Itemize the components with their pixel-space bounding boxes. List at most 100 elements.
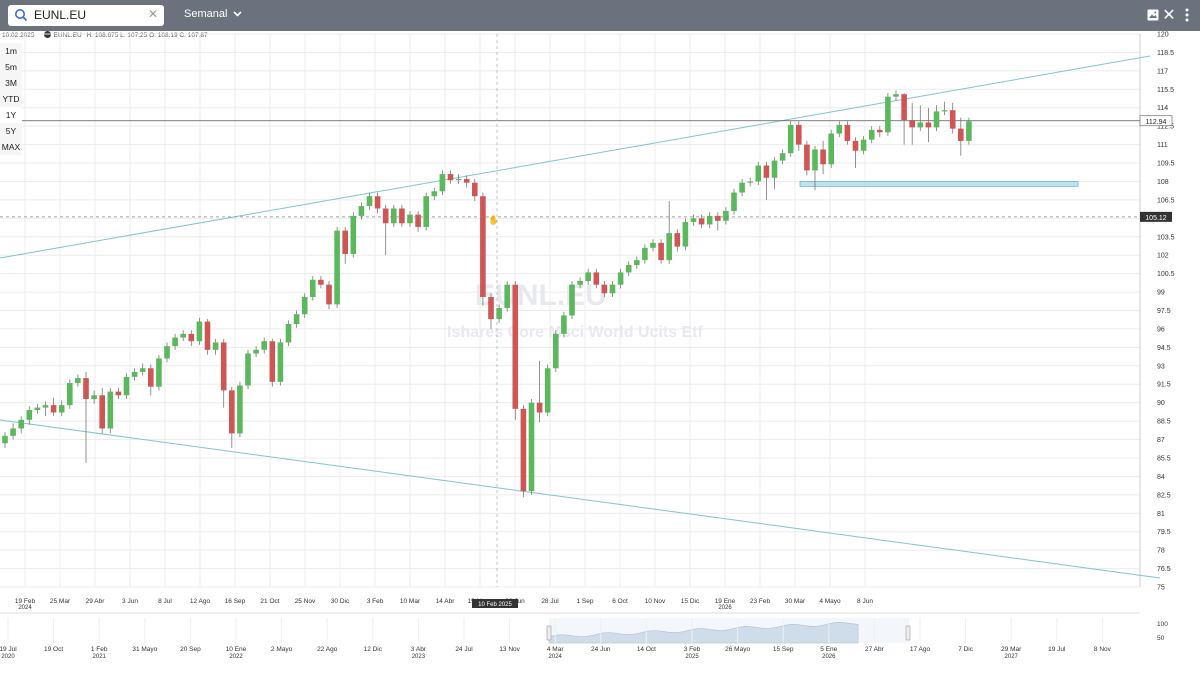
candle-up (245, 353, 251, 386)
range-1m[interactable]: 1m (0, 43, 22, 59)
image-icon[interactable] (1145, 7, 1161, 23)
candle-down (763, 165, 770, 178)
range-5m[interactable]: 5m (0, 59, 22, 75)
x-tick-label: 29 Abr (86, 598, 106, 605)
nav-x-tick-label: 13 Nov (499, 646, 520, 653)
x-tick-label: 25 Nov (295, 598, 316, 605)
candle-down (820, 149, 826, 165)
candle-up (366, 196, 373, 207)
more-icon[interactable] (1179, 7, 1195, 23)
clear-icon[interactable]: ✕ (147, 7, 158, 21)
candle-down (83, 378, 89, 399)
range-1Y[interactable]: 1Y (0, 107, 22, 123)
candle-down (958, 128, 964, 141)
candle-down (220, 342, 227, 391)
candle-up (885, 96, 891, 133)
range-MAX[interactable]: MAX (0, 139, 22, 155)
candle-down (852, 140, 859, 151)
x-tick-label: 6 Oct (612, 598, 628, 605)
nav-x-tick-year: 2026 (822, 654, 836, 660)
chevron-down-icon (233, 11, 242, 17)
candle-down (50, 405, 57, 413)
candle-up (261, 341, 267, 350)
candle-up (139, 368, 146, 372)
x-tick-year: 2024 (18, 605, 32, 611)
y-tick-label: 102 (1157, 253, 1169, 260)
close-icon[interactable]: ✕ (1162, 7, 1176, 24)
y-tick-label: 88.5 (1157, 419, 1171, 426)
candle-up (172, 337, 178, 347)
candle-up (212, 342, 219, 350)
range-YTD[interactable]: YTD (0, 91, 22, 107)
lower-trendline (0, 419, 1161, 579)
candle-down (804, 144, 810, 171)
x-tick-label: 21 Oct (260, 598, 279, 605)
candle-up (553, 333, 559, 369)
nav-x-tick-label: 19 Jul (1048, 646, 1066, 653)
candle-up (933, 111, 940, 128)
candle-up (650, 242, 656, 248)
candle-down (901, 94, 907, 121)
y-tick-label: 106.5 (1157, 197, 1175, 204)
nav-x-tick-year: 2027 (1005, 654, 1019, 660)
candle-up (334, 230, 340, 305)
range-3M[interactable]: 3M (0, 75, 22, 91)
x-tick-label: 30 Dic (331, 598, 350, 605)
candle-down (342, 230, 348, 254)
candle-up (67, 383, 73, 406)
candle-up (739, 182, 745, 193)
candle-up (812, 149, 818, 171)
nav-x-tick-label: 1 Feb (91, 646, 108, 653)
watermark-symbol: EUNL.EU (475, 279, 607, 312)
range-5Y[interactable]: 5Y (0, 123, 22, 139)
y-tick-label: 96 (1157, 326, 1165, 333)
candle-up (828, 133, 834, 165)
x-tick-label: 3 Feb (367, 598, 384, 605)
candle-up (455, 179, 462, 181)
y-tick-label: 87 (1157, 437, 1165, 444)
candle-down (382, 208, 389, 224)
y-tick-label: 109.5 (1157, 161, 1175, 168)
candle-up (569, 284, 575, 316)
candle-down (512, 284, 519, 409)
x-tick-label: 12 Ago (190, 598, 211, 605)
hand-cursor-icon: ✋ (488, 214, 499, 225)
candle-up (18, 419, 24, 429)
info-values: H: 108.675 L: 107.25 O: 108.19 C: 107.87 (86, 32, 208, 39)
candle-down (115, 391, 122, 396)
candle-up (2, 435, 8, 444)
nav-x-tick-year: 2024 (549, 654, 563, 660)
y-tick-label: 117 (1157, 68, 1168, 75)
y-tick-label: 90 (1157, 400, 1165, 407)
candle-up (277, 342, 284, 382)
y-tick-label: 94.5 (1157, 345, 1171, 352)
nav-x-tick-label: 26 Mayo (725, 646, 750, 653)
x-tick-label: 25 Mar (50, 598, 71, 605)
candle-down (674, 233, 681, 247)
y-tick-label: 91.5 (1157, 382, 1171, 389)
range-selector: 1m 5m 3M YTD 1Y 5Y MAX (0, 43, 22, 155)
candle-down (326, 284, 332, 305)
nav-x-tick-label: 24 Jun (591, 646, 611, 653)
y-tick-label: 76.5 (1157, 566, 1171, 573)
candle-up (731, 192, 737, 211)
candle-up (423, 196, 429, 227)
candle-up (771, 160, 778, 178)
search-input[interactable]: EUNL.EU (34, 8, 87, 22)
symbol-search[interactable]: EUNL.EU ✕ (8, 5, 164, 26)
y-tick-label: 120 (1157, 32, 1169, 39)
nav-x-tick-label: 14 Oct (637, 646, 656, 653)
candle-down (399, 208, 405, 224)
interval-dropdown[interactable]: Semanal (184, 8, 242, 20)
nav-x-tick-label: 10 Ene (226, 646, 247, 653)
candle-up (131, 371, 138, 377)
candle-down (698, 218, 705, 225)
candle-up (42, 405, 49, 408)
x-tick-label: 16 Sep (225, 598, 246, 605)
x-tick-label: 1 Sep (577, 598, 594, 605)
candle-up (561, 315, 567, 334)
nav-x-tick-label: 19 Jul (0, 646, 17, 653)
candle-down (715, 215, 721, 221)
candle-up (75, 378, 81, 384)
